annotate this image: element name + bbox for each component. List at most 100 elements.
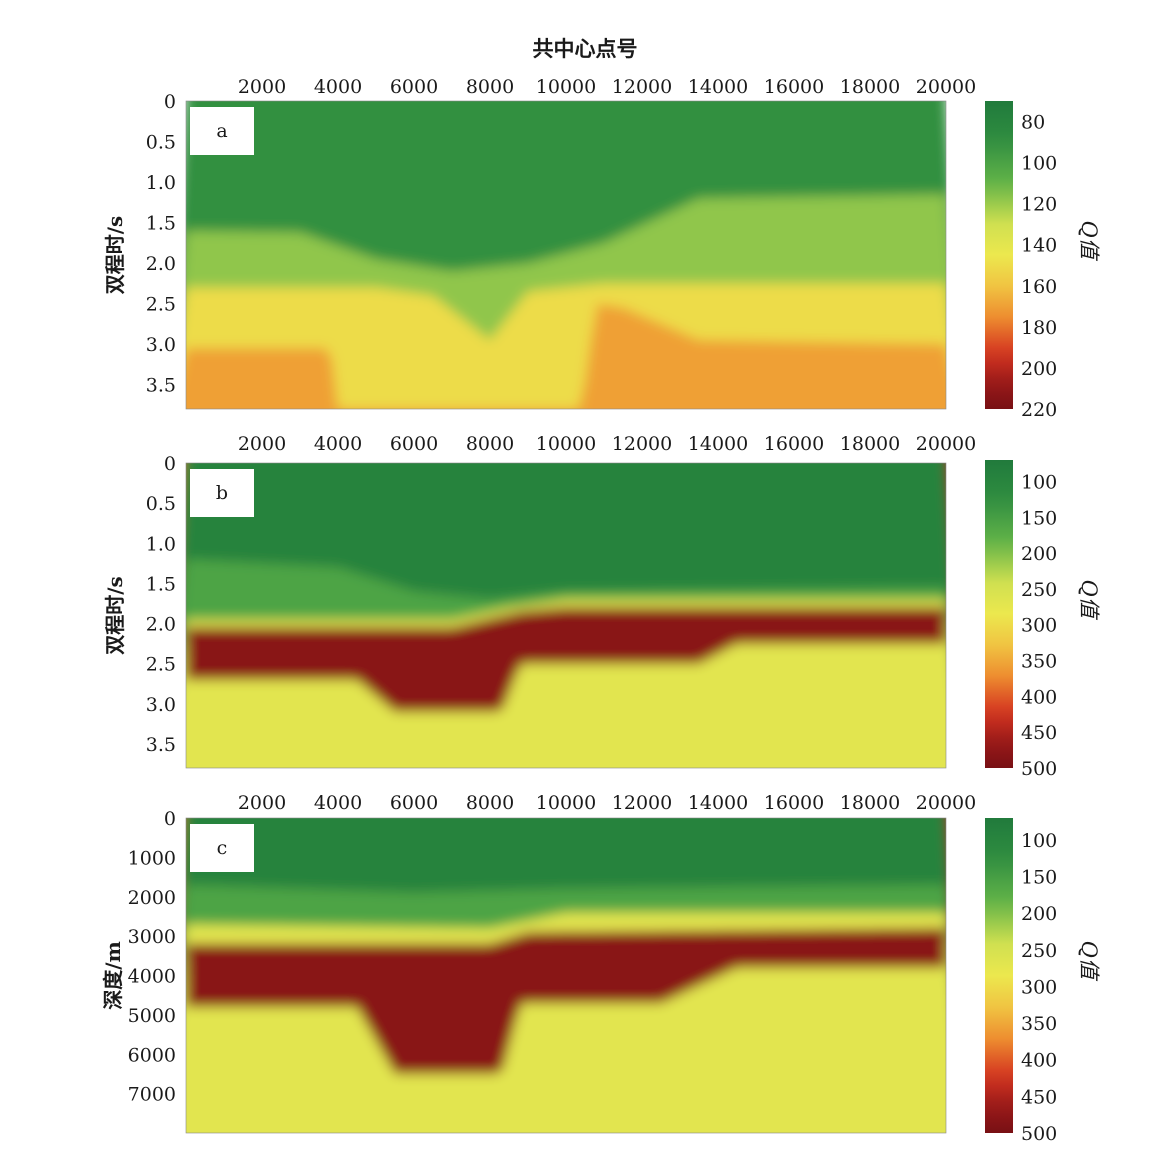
colorbar-tick-label: 100 [1021, 471, 1057, 493]
heatmap-area [186, 818, 946, 1133]
x-tick-label: 4000 [314, 792, 362, 814]
x-tick-label: 14000 [688, 76, 748, 98]
colorbar-tick-label: 200 [1021, 543, 1057, 565]
y-axis-label: 双程时/s [103, 576, 127, 655]
colorbar-tick-label: 250 [1021, 940, 1057, 962]
y-tick-label: 2000 [128, 887, 176, 909]
y-tick-label: 0.5 [146, 493, 176, 515]
y-tick-label: 3.0 [146, 334, 176, 356]
y-tick-label: 3.5 [146, 375, 176, 397]
plot-frame [185, 817, 947, 1134]
figure-top-label: 共中心点号 [533, 37, 638, 61]
x-tick-label: 16000 [764, 792, 824, 814]
panel-label-text: b [216, 482, 228, 504]
x-tick-label: 18000 [840, 76, 900, 98]
x-tick-label: 20000 [916, 433, 976, 455]
colorbar-tick-label: 200 [1021, 903, 1057, 925]
heatmap-area [186, 463, 946, 768]
x-tick-label: 10000 [536, 792, 596, 814]
y-tick-label: 1.5 [146, 213, 176, 235]
colorbar-tick-label: 160 [1021, 276, 1057, 298]
colorbar-tick-label: 350 [1021, 1013, 1057, 1035]
x-tick-label: 14000 [688, 433, 748, 455]
colorbar: 100 150 200 250 300 350 400 450 500 Q值 [985, 460, 1101, 780]
y-tick-label: 4000 [128, 966, 176, 988]
x-tick-label: 8000 [466, 76, 514, 98]
colorbar-tick-label: 300 [1021, 976, 1057, 998]
y-tick-label: 0 [164, 453, 176, 475]
y-tick-label: 2.0 [146, 614, 176, 636]
y-tick-label: 3.0 [146, 694, 176, 716]
colorbar-tick-label: 500 [1021, 758, 1057, 780]
y-tick-label: 1.0 [146, 172, 176, 194]
x-tick-label: 8000 [466, 433, 514, 455]
panel-label-text: a [216, 120, 227, 142]
x-tick-label: 4000 [314, 433, 362, 455]
colorbar-tick-label: 140 [1021, 235, 1057, 257]
x-tick-label: 20000 [916, 792, 976, 814]
x-tick-label: 10000 [536, 433, 596, 455]
x-tick-label: 2000 [238, 433, 286, 455]
colorbar-gradient [985, 101, 1013, 409]
y-tick-label: 0.5 [146, 132, 176, 154]
y-axis-label: 双程时/s [103, 216, 127, 295]
y-tick-label: 6000 [128, 1044, 176, 1066]
colorbar-gradient [985, 818, 1013, 1133]
layer-deep [186, 303, 946, 409]
colorbar-tick-label: 200 [1021, 358, 1057, 380]
x-tick-label: 12000 [612, 433, 672, 455]
y-tick-label: 1000 [128, 847, 176, 869]
layer-high-q [186, 928, 946, 1074]
colorbar-tick-label: 100 [1021, 830, 1057, 852]
colorbar-tick-label: 180 [1021, 317, 1057, 339]
colorbar-tick-label: 450 [1021, 1086, 1057, 1108]
y-tick-label: 2.5 [146, 654, 176, 676]
x-tick-label: 2000 [238, 76, 286, 98]
x-tick-label: 16000 [764, 76, 824, 98]
colorbar-tick-label: 150 [1021, 507, 1057, 529]
x-tick-label: 18000 [840, 433, 900, 455]
y-tick-label: 1.0 [146, 533, 176, 555]
colorbar-tick-label: 100 [1021, 153, 1057, 175]
y-axis-label: 深度/m [101, 941, 125, 1009]
y-tick-label: 0 [164, 808, 176, 830]
colorbar-tick-label: 150 [1021, 867, 1057, 889]
colorbar-tick-label: 250 [1021, 579, 1057, 601]
y-tick-label: 3000 [128, 926, 176, 948]
panel-label: a [190, 107, 254, 155]
colorbar-tick-label: 450 [1021, 722, 1057, 744]
x-tick-label: 2000 [238, 792, 286, 814]
plot-frame [185, 100, 947, 410]
colorbar-tick-label: 500 [1021, 1123, 1057, 1145]
y-tick-label: 2.0 [146, 253, 176, 275]
colorbar-tick-label: 350 [1021, 651, 1057, 673]
x-tick-label: 12000 [612, 792, 672, 814]
colorbar-tick-label: 120 [1021, 194, 1057, 216]
colorbar-tick-label: 400 [1021, 686, 1057, 708]
x-tick-label: 4000 [314, 76, 362, 98]
x-tick-label: 20000 [916, 76, 976, 98]
x-tick-label: 6000 [390, 433, 438, 455]
panel-label-text: c [217, 837, 228, 859]
layer-high-q [186, 607, 946, 712]
y-tick-label: 7000 [128, 1084, 176, 1106]
x-tick-label: 18000 [840, 792, 900, 814]
colorbar-tick-label: 300 [1021, 615, 1057, 637]
colorbar-label: Q值 [1077, 579, 1101, 620]
heatmap-area [186, 101, 946, 409]
colorbar: 80 100 120 140 160 180 200 220 Q值 [985, 101, 1101, 421]
colorbar-tick-label: 400 [1021, 1050, 1057, 1072]
x-tick-label: 6000 [390, 76, 438, 98]
y-tick-label: 1.5 [146, 573, 176, 595]
y-tick-label: 2.5 [146, 294, 176, 316]
colorbar-label: Q值 [1077, 941, 1101, 982]
y-tick-label: 3.5 [146, 734, 176, 756]
colorbar: 100 150 200 250 300 350 400 450 500 Q值 [985, 818, 1101, 1145]
panel-label: b [190, 469, 254, 517]
x-tick-label: 10000 [536, 76, 596, 98]
